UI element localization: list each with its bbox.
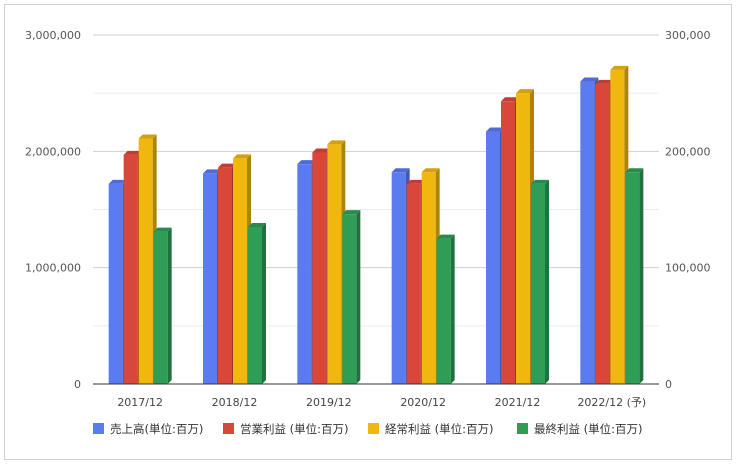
bar-top	[595, 79, 614, 84]
x-category-label: 2020/12	[400, 396, 446, 409]
bar	[406, 183, 421, 384]
bar	[531, 183, 545, 384]
bar	[233, 158, 247, 384]
bar	[421, 172, 436, 384]
bar-side	[167, 227, 172, 384]
bar-top	[516, 89, 534, 94]
bar-side	[262, 222, 266, 384]
legend-label: 経常利益 (単位:百万)	[385, 422, 494, 436]
bar-side	[450, 234, 455, 384]
bar	[327, 144, 342, 384]
y-right-tick-label: 100,000	[665, 262, 711, 275]
legend-label: 営業利益 (単位:百万)	[240, 422, 349, 436]
bar-top	[233, 154, 251, 159]
bar-top	[312, 148, 331, 153]
bar	[486, 131, 500, 384]
bar-side	[545, 179, 549, 384]
y-left-tick-label: 0	[74, 378, 81, 391]
y-right-tick-label: 0	[665, 378, 672, 391]
bar-top	[138, 134, 157, 139]
bar-chart: 0 1,000,000 2,000,000 3,000,000 0 100,000 200,…	[25, 29, 711, 436]
bar-top	[436, 234, 455, 239]
bar-top	[610, 65, 629, 70]
y-left-tick-label: 1,000,000	[25, 262, 81, 275]
y-right-tick-label: 300,000	[665, 29, 711, 42]
bar-top	[153, 227, 172, 232]
y-right-tick-label: 200,000	[665, 145, 711, 158]
bar-top	[123, 150, 142, 155]
bar-side	[356, 210, 361, 384]
bar	[203, 173, 217, 384]
bar-top	[421, 168, 440, 173]
x-category-label: 2018/12	[212, 396, 258, 409]
legend-swatch	[93, 423, 104, 434]
bar	[625, 172, 640, 384]
bar-top	[486, 127, 504, 132]
y-left-tick-label: 3,000,000	[25, 29, 81, 42]
bar-top	[406, 179, 425, 184]
bar	[516, 93, 530, 385]
x-category-label: 2017/12	[117, 396, 163, 409]
bar-top	[501, 97, 519, 102]
x-category-label: 2022/12 (予)	[577, 396, 646, 409]
bar-top	[342, 210, 361, 215]
bar	[436, 238, 451, 384]
bar-top	[248, 222, 266, 227]
bar	[108, 183, 123, 384]
bar	[391, 172, 406, 384]
bar	[342, 214, 357, 384]
chart-frame: 0 1,000,000 2,000,000 3,000,000 0 100,000 200,…	[4, 4, 732, 460]
bar	[580, 81, 595, 385]
bar	[610, 69, 625, 385]
bar	[501, 101, 515, 384]
bar-top	[297, 160, 316, 165]
bar-top	[580, 77, 599, 82]
legend-label: 最終利益 (単位:百万)	[534, 422, 643, 436]
x-category-label: 2021/12	[495, 396, 541, 409]
x-category-label: 2019/12	[306, 396, 352, 409]
bar-top	[391, 168, 410, 173]
y-left-tick-label: 2,000,000	[25, 145, 81, 158]
bar	[297, 164, 312, 384]
legend-swatch	[368, 423, 379, 434]
bar	[312, 152, 327, 384]
bar	[123, 154, 138, 384]
bar-top	[218, 163, 236, 168]
bar	[153, 231, 168, 384]
bar-top	[625, 168, 644, 173]
bar-top	[327, 140, 346, 145]
bar-top	[531, 179, 549, 184]
bar	[218, 167, 232, 384]
bar	[595, 83, 610, 385]
bar	[138, 138, 153, 384]
legend-swatch	[517, 423, 528, 434]
legend-label: 売上高(単位:百万)	[110, 422, 203, 436]
bar-side	[639, 168, 644, 384]
legend-swatch	[223, 423, 234, 434]
bar	[248, 226, 262, 384]
bar-top	[203, 169, 221, 174]
bar-top	[108, 179, 127, 184]
